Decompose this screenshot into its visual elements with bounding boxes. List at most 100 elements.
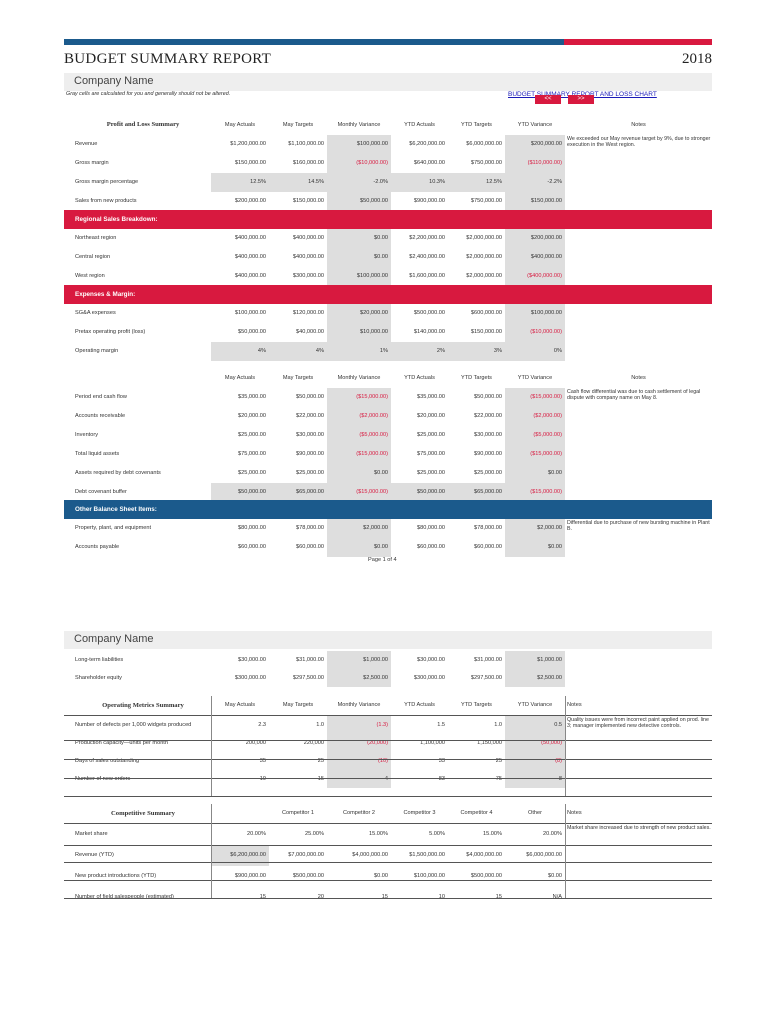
opmetrics-header-row: Operating Metrics Summary May Actuals May … [64,696,712,715]
table-row: Pretax operating profit (loss) $50,000.00… [64,323,712,342]
value-cell: $50,000.00 [211,483,269,502]
value-cell: $80,000.00 [417,525,445,532]
value-cell: (10) [327,752,391,770]
value-cell: $100,000.00 [413,873,445,880]
column-header: May Targets [282,374,314,381]
grid-line [211,696,212,796]
notes-cell: Quality issues were from incorrect paint… [567,717,709,730]
value-cell: $75,000.00 [238,451,266,458]
column-header: May Targets [282,121,314,128]
value-cell: $31,000.00 [474,656,502,663]
grid-line [565,804,566,898]
value-cell: $0.00 [505,538,565,557]
grid-line [64,740,712,741]
value-cell: $400,000.00 [292,254,324,261]
row-label: Shareholder equity [75,674,122,681]
value-cell: ($15,000.00) [327,445,391,464]
value-cell: ($15,000.00) [327,483,391,502]
value-cell: 15.00% [483,831,502,838]
value-cell: $20,000.00 [238,413,266,420]
column-header: Monthly Variance [337,121,381,128]
company-name-bar: Company Name [64,73,712,91]
table-row: Revenue $1,200,000.00 $1,100,000.00 $100,00… [64,135,712,154]
column-header: May Targets [282,702,314,709]
balance-heading [64,369,211,387]
value-cell: (8) [505,752,565,770]
row-label: Number of field salespeople (estimated) [64,887,211,908]
row-label: Number of defects per 1,000 widgets prod… [75,721,192,728]
value-cell: 25 [495,757,502,764]
table-row: Gross margin $150,000.00 $160,000.00 ($10,0… [64,154,712,173]
value-cell: $200,000.00 [505,229,565,248]
company-name: Company Name [74,75,154,87]
value-cell: $22,000.00 [474,413,502,420]
notes-cell: Cash flow differential was due to cash s… [567,389,701,402]
column-header: Competitor 4 [460,810,493,817]
table-row: Accounts payable $60,000.00 $60,000.00 $0.0… [64,538,712,557]
value-cell: $22,000.00 [296,413,324,420]
value-cell: $80,000.00 [238,525,266,532]
value-cell: 15 [211,887,269,908]
value-cell: $35,000.00 [417,394,445,401]
next-page-button[interactable]: >> [568,95,594,104]
value-cell: $60,000.00 [474,544,502,551]
report-year: 2018 [682,51,712,67]
competitive-header-row: Competitive Summary Competitor 1 Competito… [64,804,712,823]
row-label: SG&A expenses [75,310,116,317]
column-header: YTD Variance [517,374,553,381]
value-cell: 33 [438,757,445,764]
value-cell: $150,000.00 [292,198,324,205]
value-cell: $2,000.00 [505,519,565,538]
value-cell: 20.00% [247,831,266,838]
value-cell: 83 [391,770,448,788]
column-header: YTD Targets [461,121,492,128]
table-row: West region $400,000.00 $300,000.00 $100,00… [64,267,712,286]
value-cell: $400,000.00 [234,273,266,280]
row-label: Operating margin [75,348,119,355]
value-cell: $2,200,000.00 [409,235,445,242]
grid-line [211,804,212,898]
prev-page-button[interactable]: << [535,95,561,104]
table-row: Central region $400,000.00 $400,000.00 $0.0… [64,248,712,267]
row-label: Number of new orders [64,770,211,788]
value-cell: 12.5% [211,173,269,192]
row-label: Central region [75,254,111,261]
value-cell: N/A [505,887,565,908]
value-cell: $20,000.00 [327,304,391,323]
budget-chart-link[interactable]: BUDGET SUMMARY REPORT AND LOSS CHART [508,91,657,98]
column-header: Notes [567,702,582,709]
value-cell: $0.00 [327,464,391,483]
table-row: SG&A expenses $100,000.00 $120,000.00 $20,0… [64,304,712,323]
value-cell: ($15,000.00) [327,388,391,407]
row-label: Accounts receivable [75,413,126,420]
value-cell: 75 [448,770,505,788]
column-header: Notes [567,810,582,817]
row-label: Gross margin [75,160,109,167]
table-row: Production capacity—units per month 200,0… [64,734,712,752]
value-cell: 1.5 [437,721,445,728]
regional-sales-band: Regional Sales Breakdown: [64,210,712,229]
grid-line [64,715,712,716]
value-cell: $750,000.00 [470,160,502,167]
value-cell: $78,000.00 [296,525,324,532]
value-cell: $1,500,000.00 [409,852,445,859]
value-cell: $6,200,000.00 [211,845,269,866]
value-cell: $2,000.00 [327,519,391,538]
value-cell: $100,000.00 [234,310,266,317]
table-row: Gross margin percentage 12.5% 14.5% -2.0% 10… [64,173,712,192]
value-cell: $2,000,000.00 [466,235,502,242]
notes-cell: Market share increased due to strength o… [567,825,711,831]
balance-header-row: May Actuals May Targets Monthly Variance YT… [64,369,712,387]
value-cell: $60,000.00 [417,544,445,551]
value-cell: $120,000.00 [292,310,324,317]
value-cell: $25,000.00 [296,470,324,477]
grid-line [64,845,712,846]
value-cell: 12.5% [448,173,505,192]
row-label: Gross margin percentage [75,179,139,186]
value-cell: 0% [505,342,565,361]
pl-header-row: Profit and Loss Summary May Actuals May Ta… [64,116,712,134]
value-cell: 0.5 [505,716,565,734]
value-cell: 5.00% [429,831,445,838]
value-cell: 1% [327,342,391,361]
table-row: Accounts receivable $20,000.00 $22,000.00(… [64,407,712,426]
